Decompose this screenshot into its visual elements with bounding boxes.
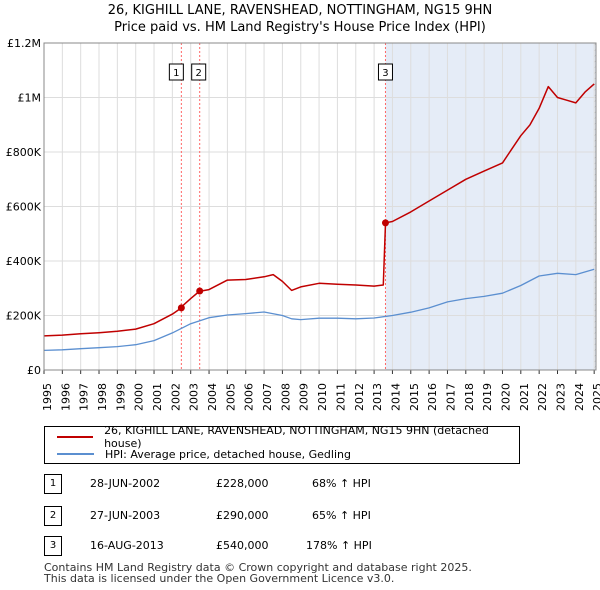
y-tick-label: £1M [18,92,42,105]
x-tick-label: 1995 [41,383,54,411]
price-chart: 1995 1996 1997 1998 1999 2000 2001 2002 2003 2004… [6,37,600,411]
sale-point [177,304,185,312]
x-tick-label: 2020 [499,383,512,411]
x-tick-label: 2025 [591,383,600,411]
x-tick-label: 2010 [316,383,329,411]
hpi-series-line [43,268,595,352]
sale-date: 27-JUN-2003 [90,509,161,522]
x-tick-label: 2018 [463,383,476,411]
sale-price: £228,000 [216,477,269,490]
sale-date: 16-AUG-2013 [90,539,164,552]
y-tick-label: £600K [6,201,42,214]
x-tick-label: 2009 [298,383,311,411]
property-series-line [43,83,595,337]
legend-property-label: 26, KIGHILL LANE, RAVENSHEAD, NOTTINGHAM… [104,424,489,450]
x-tick-label: 1998 [96,383,109,411]
sale-marker-label: 2 [196,68,202,79]
x-tick-label: 1996 [59,383,72,411]
x-tick-label: 1999 [114,383,127,411]
x-tick-label: 2022 [536,383,549,411]
sale-marker-box [377,63,393,81]
x-tick-label: 2006 [243,383,256,411]
chart-subtitle: Price paid vs. HM Land Registry's House … [114,20,486,35]
x-tick-label: 2024 [573,383,586,411]
x-tick-label: 2014 [389,383,402,411]
sale-price: £290,000 [216,509,269,522]
sale-hpi-change: 68% ↑ HPI [312,477,371,490]
x-tick-label: 2007 [261,383,274,411]
sale-hpi-change: 65% ↑ HPI [312,509,371,522]
legend-property-swatch [57,436,94,438]
sale-point [381,219,389,227]
sale-marker-box [191,63,207,81]
x-tick-label: 2015 [408,383,421,411]
y-tick-label: £200K [6,310,42,323]
x-tick-label: 2019 [481,383,494,411]
legend-hpi-swatch [57,453,94,455]
legend-item-property: 26, KIGHILL LANE, RAVENSHEAD, NOTTINGHAM… [57,424,519,450]
footer-license: This data is licensed under the Open Gov… [44,572,395,585]
x-tick-label: 2011 [334,383,347,411]
x-tick-label: 1997 [78,383,91,411]
x-tick-label: 2000 [133,383,146,411]
footer-copyright: Contains HM Land Registry data © Crown c… [44,561,472,574]
sale-price: £540,000 [216,539,269,552]
chart-legend: 26, KIGHILL LANE, RAVENSHEAD, NOTTINGHAM… [44,424,520,464]
x-tick-label: 2005 [224,383,237,411]
y-tick-label: £400K [6,255,42,268]
y-tick-label: £800K [6,146,42,159]
legend-hpi-label: HPI: Average price, detached house, Gedl… [105,447,351,461]
x-tick-label: 2001 [151,383,164,411]
y-tick-label: £0 [27,364,41,377]
x-tick-label: 2017 [444,383,457,411]
sale-number-badge: 2 [44,506,62,526]
chart-title: 26, KIGHILL LANE, RAVENSHEAD, NOTTINGHAM… [107,3,493,18]
x-tick-label: 2012 [353,383,366,411]
sale-marker-label: 1 [173,68,179,79]
sale-date: 28-JUN-2002 [90,477,161,490]
sale-hpi-change: 178% ↑ HPI [306,539,372,552]
x-tick-label: 2008 [279,383,292,411]
plot-border [43,42,597,371]
x-tick-label: 2016 [426,383,439,411]
x-tick-label: 2003 [188,383,201,411]
sale-number-badge: 3 [44,536,62,556]
sale-marker-label: 3 [382,68,388,79]
sale-marker-box [168,63,184,81]
x-tick-label: 2004 [206,383,219,411]
sale-point [196,287,204,295]
y-tick-label: £1.2M [7,37,41,50]
sale-number-badge: 1 [44,474,62,494]
x-tick-label: 2002 [169,383,182,411]
legend-item-hpi: HPI: Average price, detached house, Gedl… [57,446,351,462]
x-tick-label: 2013 [371,383,384,411]
x-tick-label: 2023 [554,383,567,411]
x-tick-label: 2021 [518,383,531,411]
